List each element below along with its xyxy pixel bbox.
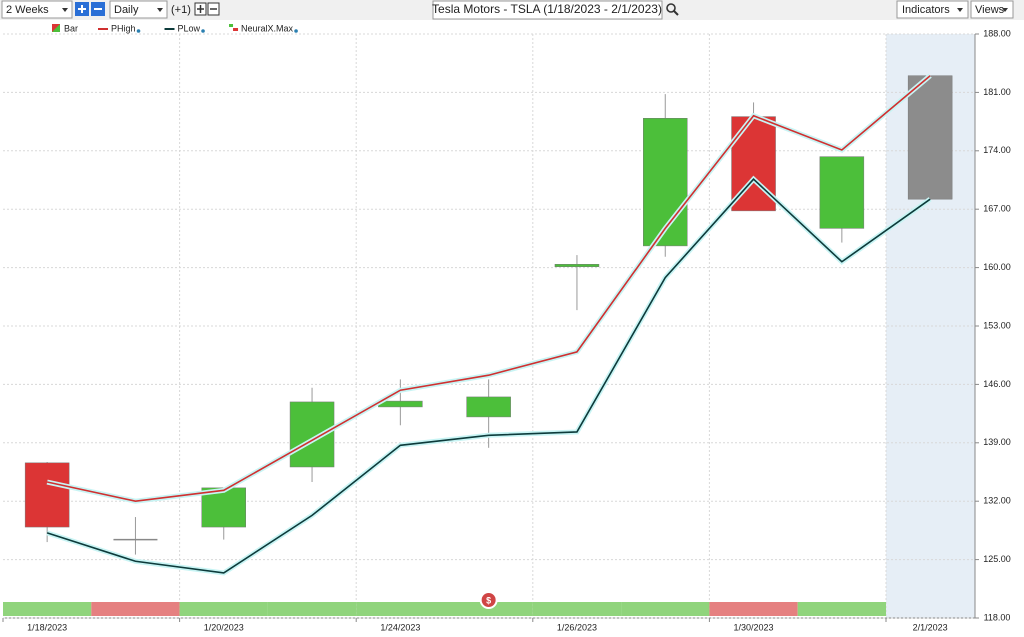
candle-body [907, 75, 953, 200]
legend-icon [52, 24, 60, 32]
y-tick-label: 181.00 [983, 87, 1011, 97]
signal-strip [267, 602, 357, 616]
y-tick-label: 160.00 [983, 262, 1011, 272]
dropdown-arrow [1002, 8, 1008, 12]
legend-dot [294, 29, 298, 33]
interval-label: Daily [114, 4, 139, 16]
period-select[interactable] [1, 0, 73, 19]
y-tick-label: 125.00 [983, 554, 1011, 564]
signal-strip [356, 602, 445, 616]
x-tick-label: 1/20/2023 [204, 622, 244, 632]
x-tick-label: 1/26/2023 [557, 622, 597, 632]
indicators-button[interactable] [896, 0, 969, 19]
legend-label: NeuralX.Max [241, 23, 294, 33]
signal-strip [709, 602, 798, 616]
line [46, 178, 931, 574]
legend-icon [229, 24, 234, 27]
signal-strip [3, 602, 92, 616]
x-tick-label: 1/24/2023 [380, 622, 420, 632]
views-button[interactable] [970, 0, 1014, 19]
indicators-label: Indicators [902, 4, 950, 16]
title-box[interactable] [432, 0, 663, 20]
period-label: 2 Weeks [6, 4, 49, 16]
search-icon-handle [673, 10, 679, 16]
legend-label: PHigh [111, 23, 136, 33]
y-tick-label: 146.00 [983, 379, 1011, 389]
x-tick-label: 1/18/2023 [27, 622, 67, 632]
dropdown-arrow [957, 8, 963, 12]
y-tick-label: 139.00 [983, 437, 1011, 447]
signal-strip [91, 602, 180, 616]
y-tick-label: 118.00 [984, 612, 1011, 622]
candle-body [819, 156, 865, 229]
y-tick-label: 167.00 [983, 204, 1011, 214]
line [46, 75, 931, 503]
search-icon[interactable] [666, 3, 676, 13]
legend-label: Bar [64, 23, 78, 33]
candle-body [289, 401, 335, 468]
views-label: Views [975, 4, 1005, 16]
annotation-marker [479, 591, 498, 609]
y-tick-label: 132.00 [983, 496, 1011, 506]
dropdown-arrow [157, 8, 163, 12]
legend-dot [136, 29, 141, 33]
x-tick-label: 1/30/2023 [734, 622, 774, 632]
legend-icon [233, 28, 239, 31]
candle-body [554, 264, 600, 268]
signal-strip [179, 602, 268, 616]
candle-body [378, 400, 423, 408]
plus-icon [78, 5, 86, 13]
offset-label: (+1) [171, 4, 191, 16]
plus-icon [197, 5, 204, 13]
annotation-label: $ [486, 595, 491, 605]
chart-title: Tesla Motors - TSLA (1/18/2023 - 2/1/202… [432, 2, 662, 16]
y-tick-label: 153.00 [983, 320, 1011, 330]
dropdown-arrow [62, 8, 68, 12]
signal-strip [532, 602, 622, 616]
x-tick-label: 2/1/2023 [913, 622, 948, 632]
interval-select[interactable] [109, 0, 168, 19]
y-tick-label: 188.00 [983, 28, 1011, 38]
legend-label: PLow [178, 23, 201, 33]
candle-body [466, 396, 511, 418]
legend-dot [201, 29, 205, 33]
candle-body [24, 462, 70, 528]
y-tick-label: 174.00 [983, 145, 1011, 155]
signal-strip [621, 602, 710, 616]
signal-strip [797, 602, 886, 616]
